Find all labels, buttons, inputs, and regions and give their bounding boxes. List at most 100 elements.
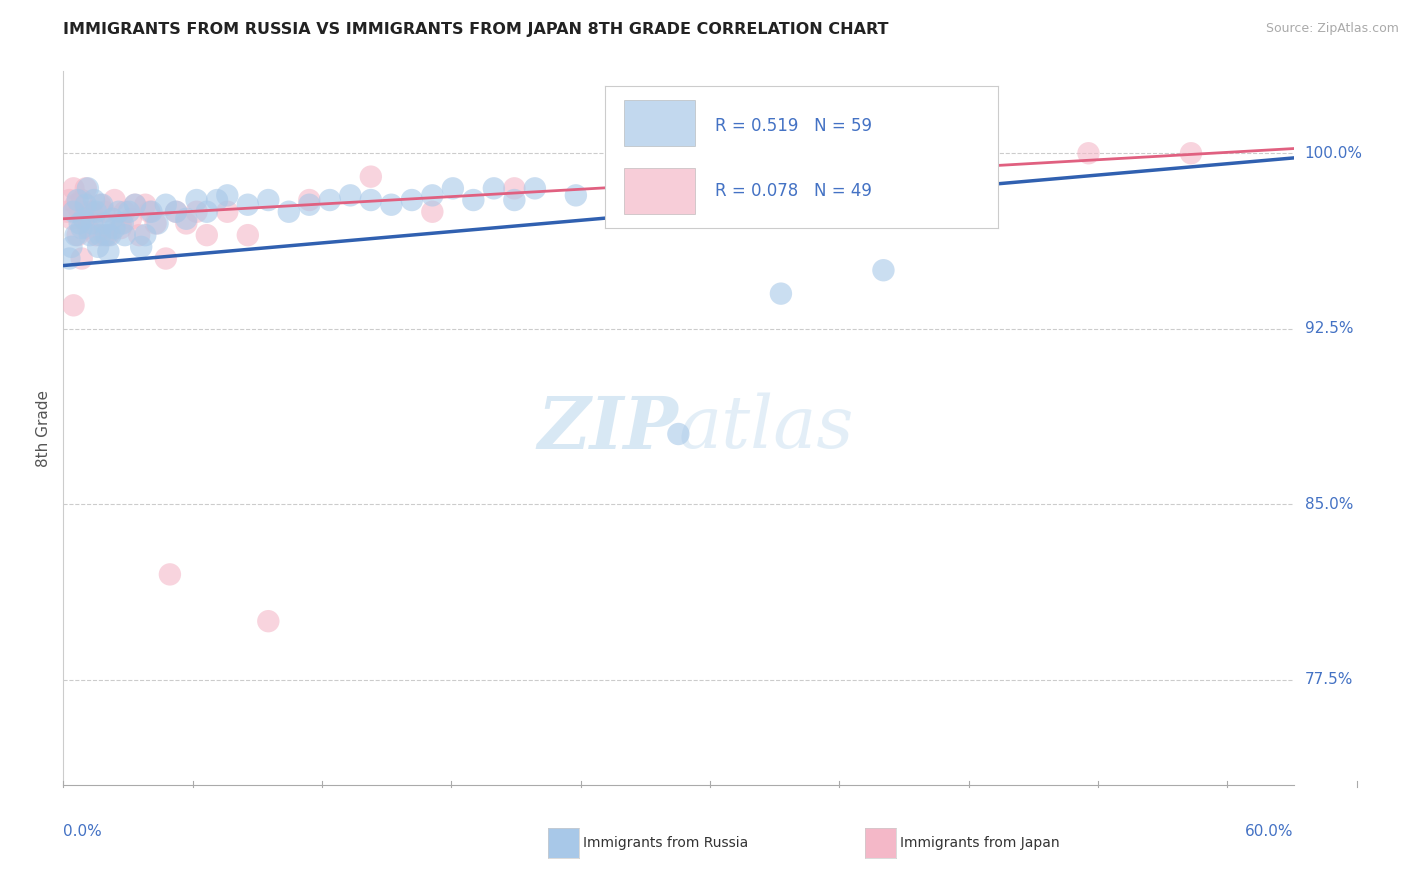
Point [155,252,177,266]
Point [75,198,97,212]
Text: atlas: atlas [678,392,853,464]
Point [118,204,141,219]
Point [97,244,120,259]
Point [186,204,208,219]
Point [134,228,156,243]
Point [277,204,299,219]
Point [666,427,689,442]
Point [155,198,177,212]
Point [100,228,122,243]
Point [101,211,124,226]
Point [84,228,107,243]
Point [110,221,132,235]
Point [422,188,444,202]
Point [83,193,105,207]
Point [79,228,101,243]
Point [463,193,485,207]
Point [91,198,114,212]
Point [769,158,792,172]
Text: Source: ZipAtlas.com: Source: ZipAtlas.com [1265,22,1399,36]
Text: Immigrants from Japan: Immigrants from Japan [900,836,1060,850]
Point [56,204,79,219]
Text: 77.5%: 77.5% [1305,673,1353,687]
Point [76,181,98,195]
Point [257,193,280,207]
Point [565,188,588,202]
Point [217,188,239,202]
Point [872,263,894,277]
Point [73,211,96,226]
Point [87,240,110,254]
Point [114,204,136,219]
Point [103,193,125,207]
Point [257,614,280,628]
Point [129,240,152,254]
Point [65,228,87,243]
Point [236,228,259,243]
Point [298,198,321,212]
Point [110,216,132,230]
Point [103,221,125,235]
Point [89,198,111,212]
Point [606,181,628,195]
Point [626,169,648,184]
Point [138,204,160,219]
Point [1180,146,1202,161]
Point [124,198,146,212]
Point [914,146,936,161]
Point [523,181,546,195]
Point [69,216,91,230]
Point [186,193,208,207]
Point [76,221,98,235]
Text: 100.0%: 100.0% [1305,145,1362,161]
Text: IMMIGRANTS FROM RUSSIA VS IMMIGRANTS FROM JAPAN 8TH GRADE CORRELATION CHART: IMMIGRANTS FROM RUSSIA VS IMMIGRANTS FRO… [63,22,889,37]
Point [401,193,423,207]
Point [84,204,107,219]
Point [124,198,146,212]
Point [97,228,120,243]
Text: 60.0%: 60.0% [1246,824,1294,838]
Point [80,204,103,219]
Point [70,193,93,207]
Text: 0.0%: 0.0% [63,824,103,838]
Point [73,211,96,226]
Text: Immigrants from Russia: Immigrants from Russia [583,836,749,850]
Point [482,181,505,195]
Point [195,228,218,243]
Point [62,204,84,219]
Point [93,204,115,219]
Point [360,193,382,207]
Point [80,216,103,230]
Point [93,228,115,243]
Point [65,198,87,212]
Point [141,204,163,219]
Point [174,211,197,226]
Point [60,211,83,226]
Point [134,198,156,212]
Point [165,204,187,219]
Y-axis label: 8th Grade: 8th Grade [37,390,52,467]
Point [503,193,526,207]
Point [83,211,105,226]
Point [62,181,84,195]
Point [69,204,91,219]
Point [89,228,111,243]
Point [145,216,167,230]
Point [205,193,228,207]
Point [146,216,169,230]
Point [380,198,402,212]
Point [58,252,80,266]
Text: 85.0%: 85.0% [1305,497,1353,512]
Point [360,169,382,184]
Point [174,216,197,230]
Point [62,298,84,312]
Point [236,198,259,212]
Point [96,228,118,243]
Point [114,228,136,243]
Point [120,211,142,226]
Text: 92.5%: 92.5% [1305,321,1353,336]
Point [319,193,342,207]
Point [159,567,181,582]
Point [441,181,464,195]
Point [66,228,89,243]
